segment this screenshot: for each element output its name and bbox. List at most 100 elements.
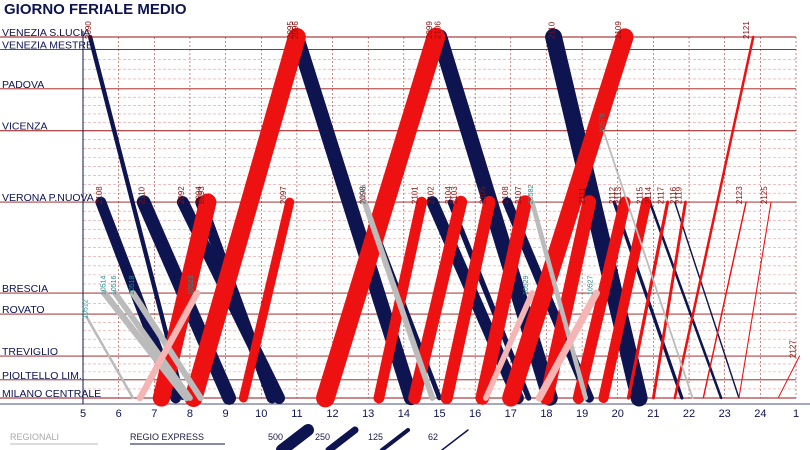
train-label: 2104 <box>444 186 453 204</box>
train-label: 2111 <box>578 187 587 204</box>
train-line <box>598 197 652 404</box>
train-label: 2109 <box>614 21 623 39</box>
station-label: PIOLTELLO LIM. <box>2 370 82 382</box>
train-label: 2095 <box>286 21 295 39</box>
train-line <box>475 195 532 405</box>
train-line <box>112 290 193 401</box>
train-line <box>85 315 135 400</box>
legend-regio-express-label: REGIO EXPRESS <box>130 432 204 442</box>
x-tick-label: 13 <box>362 408 374 420</box>
train-label: 2098 <box>359 186 368 204</box>
train-line <box>529 199 589 401</box>
station-label: TREVIGLIO <box>2 346 58 358</box>
legend-volume-mark <box>325 426 359 450</box>
train-line <box>101 289 190 402</box>
legend-volume-mark <box>380 428 410 450</box>
station-label: VENEZIA S.LUCIA <box>2 27 90 39</box>
train-label: 2107 <box>514 186 523 204</box>
train-label: 10514 <box>100 275 107 295</box>
train-label: 2103 <box>450 186 459 204</box>
trains <box>85 27 801 408</box>
train-label: 2119 <box>674 186 683 204</box>
train-label: 10529 <box>523 275 530 295</box>
station-label: VENEZIA MESTRE <box>2 40 93 52</box>
train-label: 10527 <box>587 275 594 295</box>
train-line <box>777 355 801 399</box>
x-tick-label: 12 <box>326 408 338 420</box>
station-label: VERONA P.NUOVA <box>2 192 94 204</box>
x-tick-label: 22 <box>683 408 695 420</box>
train-line <box>572 196 631 404</box>
train-label: 2108 <box>501 186 510 204</box>
x-tick-label: 18 <box>540 408 552 420</box>
train-label: 10518 <box>129 275 136 295</box>
train-line <box>316 27 446 408</box>
train-line <box>738 201 772 399</box>
x-tick-label: 10 <box>255 408 267 420</box>
train-label: 20576 <box>361 185 368 205</box>
x-tick-label: 23 <box>719 408 731 420</box>
train-label: 2110 <box>138 186 147 204</box>
train-label: 2114 <box>644 186 653 204</box>
train-label: 10523 <box>188 275 195 295</box>
train-line <box>361 199 436 401</box>
train-label: 10512 <box>83 299 90 319</box>
legend-volume-mark <box>441 429 469 450</box>
legend-volume-label: 62 <box>428 432 438 442</box>
train-label: 2097 <box>279 186 288 204</box>
train-line <box>184 28 306 407</box>
train-label: 2125 <box>760 186 769 204</box>
train-label: 2101 <box>411 186 420 204</box>
train-label: 2117 <box>657 186 666 204</box>
train-line <box>702 201 747 399</box>
station-label: ROVATO <box>2 304 45 316</box>
train-label: 2108 <box>95 186 104 204</box>
train-label: 2093 <box>197 186 206 204</box>
train-label: 2106 <box>434 21 443 39</box>
train-line <box>626 200 670 400</box>
x-tick-label: 9 <box>223 408 229 420</box>
train-label: 2127 <box>789 340 798 358</box>
x-tick-label: 1 <box>793 408 799 420</box>
train-label: 2121 <box>742 21 751 39</box>
train-label: 2102 <box>426 186 435 204</box>
x-tick-label: 8 <box>187 408 193 420</box>
train-label: 20578 <box>599 113 606 133</box>
train-label: 2116 <box>669 186 678 204</box>
station-label: PADOVA <box>2 79 44 91</box>
x-tick-label: 5 <box>80 408 86 420</box>
x-tick-label: 7 <box>151 408 157 420</box>
train-label: 2112 <box>608 186 617 204</box>
train-label: 2096 <box>291 21 300 39</box>
train-label: 2110 <box>548 21 557 39</box>
x-tick-label: 6 <box>116 408 122 420</box>
legend-volume-label: 500 <box>268 432 283 442</box>
train-line <box>502 28 634 407</box>
train-label: 2113 <box>614 186 623 204</box>
train-line <box>136 289 201 402</box>
train-line <box>535 289 600 402</box>
train-labels: 2090 2108 2110 2092 2094 2096 2098 2102 2104 2106… <box>83 21 798 358</box>
legend-volume-mark <box>276 424 314 450</box>
legend: REGIONALI REGIO EXPRESS 500 250 125 62 <box>10 424 469 450</box>
station-label: MILANO CENTRALE <box>2 388 101 400</box>
train-label: 2094 <box>195 186 204 204</box>
train-label: 10516 <box>111 275 118 295</box>
x-tick-label: 20 <box>612 408 624 420</box>
frame <box>0 31 810 405</box>
train-label: 20582 <box>528 185 535 205</box>
x-tick-label: 19 <box>576 408 588 420</box>
train-label: 2105 <box>478 186 487 204</box>
x-tick-label: 21 <box>647 408 659 420</box>
train-line <box>482 290 536 401</box>
train-line <box>545 28 648 407</box>
x-ticks: 5 6 7 8 9 10 11 12 13 14 15 16 17 18 19 20 21 22 23 24 1 <box>80 408 799 420</box>
legend-volume-label: 125 <box>368 432 383 442</box>
x-tick-label: 11 <box>291 408 302 420</box>
x-tick-label: 16 <box>469 408 481 420</box>
x-tick-label: 14 <box>398 408 410 420</box>
train-line <box>673 35 755 400</box>
train-line <box>195 196 278 404</box>
